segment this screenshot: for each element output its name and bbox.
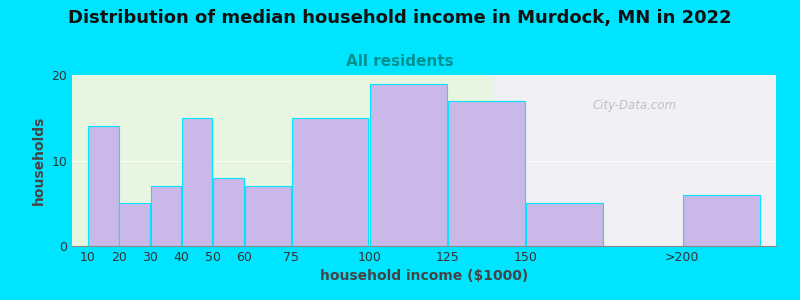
Y-axis label: households: households	[32, 116, 46, 205]
X-axis label: household income ($1000): household income ($1000)	[320, 269, 528, 284]
Bar	[150, 186, 181, 246]
Text: All residents: All residents	[346, 54, 454, 69]
Text: City-Data.com: City-Data.com	[593, 99, 677, 112]
Bar	[292, 118, 369, 246]
Bar	[526, 203, 603, 246]
Bar	[182, 118, 213, 246]
Bar	[448, 100, 525, 246]
Bar	[683, 195, 759, 246]
Bar	[88, 126, 118, 246]
Bar	[245, 186, 290, 246]
Text: Distribution of median household income in Murdock, MN in 2022: Distribution of median household income …	[68, 9, 732, 27]
Bar	[213, 178, 244, 246]
Bar	[119, 203, 150, 246]
Bar	[494, 75, 776, 246]
Bar	[370, 83, 446, 246]
